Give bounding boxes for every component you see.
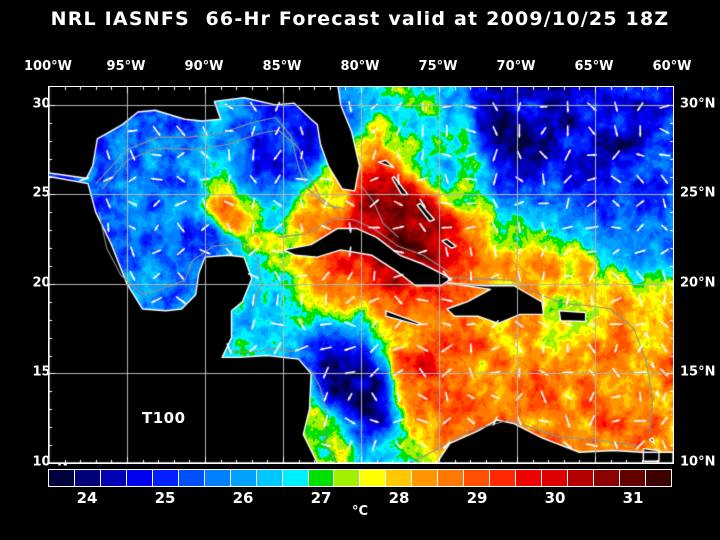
- lon-tick-label: 70°W: [496, 59, 536, 74]
- colorbar-tick-label: 29: [466, 489, 488, 507]
- colorbar-cell-6: [204, 470, 231, 486]
- lon-tick-label: 85°W: [262, 59, 302, 74]
- lon-tick-label: 65°W: [574, 59, 614, 74]
- colorbar-cell-10: [308, 470, 335, 486]
- colorbar-tick-label: 26: [232, 489, 254, 507]
- colorbar-cell-17: [490, 470, 517, 486]
- lon-tick-label: 95°W: [106, 59, 146, 74]
- colorbar-cell-3: [126, 470, 153, 486]
- colorbar-cell-8: [256, 470, 283, 486]
- lat-tick-label: 20°N: [680, 275, 716, 291]
- colorbar-cell-2: [100, 470, 127, 486]
- lat-tick-label: 10°N: [680, 454, 716, 470]
- lat-tick-label: 15°N: [680, 364, 716, 380]
- colorbar-cell-18: [516, 470, 543, 486]
- colorbar-tick-label: 28: [388, 489, 410, 507]
- colorbar-cell-1: [74, 470, 101, 486]
- colorbar-cell-0: [49, 470, 75, 486]
- colorbar-cell-21: [594, 470, 620, 486]
- colorbar-cell-22: [619, 470, 646, 486]
- colorbar-tick-label: 31: [622, 489, 644, 507]
- colorbar-cell-5: [178, 470, 205, 486]
- colorbar-cell-14: [412, 470, 439, 486]
- colorbar-tick-label: 24: [76, 489, 98, 507]
- colorbar-cell-15: [438, 470, 465, 486]
- page-title: NRL IASNFS 66-Hr Forecast valid at 2009/…: [50, 8, 670, 30]
- lat-tick-label: 30°N: [680, 96, 716, 112]
- temperature-colorbar: [48, 469, 672, 487]
- lon-tick-label: 60°W: [652, 59, 692, 74]
- colorbar-cell-19: [542, 470, 569, 486]
- map-plot-area: [48, 86, 674, 464]
- colorbar-cell-16: [464, 470, 491, 486]
- map-grid-overlay: [49, 87, 673, 463]
- lon-tick-label: 75°W: [418, 59, 458, 74]
- colorbar-cell-13: [386, 470, 413, 486]
- colorbar-cell-4: [152, 470, 179, 486]
- colorbar-cell-11: [334, 470, 361, 486]
- colorbar-cell-12: [360, 470, 387, 486]
- colorbar-unit-label: °C: [351, 504, 369, 519]
- depth-annotation-label: T100: [142, 409, 186, 427]
- colorbar-cell-23: [645, 470, 671, 486]
- lat-tick-label: 25°N: [680, 185, 716, 201]
- lon-tick-label: 90°W: [184, 59, 224, 74]
- colorbar-tick-label: 27: [310, 489, 332, 507]
- colorbar-cell-9: [282, 470, 309, 486]
- colorbar-tick-label: 25: [154, 489, 176, 507]
- colorbar-cell-7: [230, 470, 257, 486]
- lon-tick-label: 100°W: [24, 59, 72, 74]
- lon-tick-label: 80°W: [340, 59, 380, 74]
- colorbar-cell-20: [568, 470, 595, 486]
- colorbar-tick-label: 30: [544, 489, 566, 507]
